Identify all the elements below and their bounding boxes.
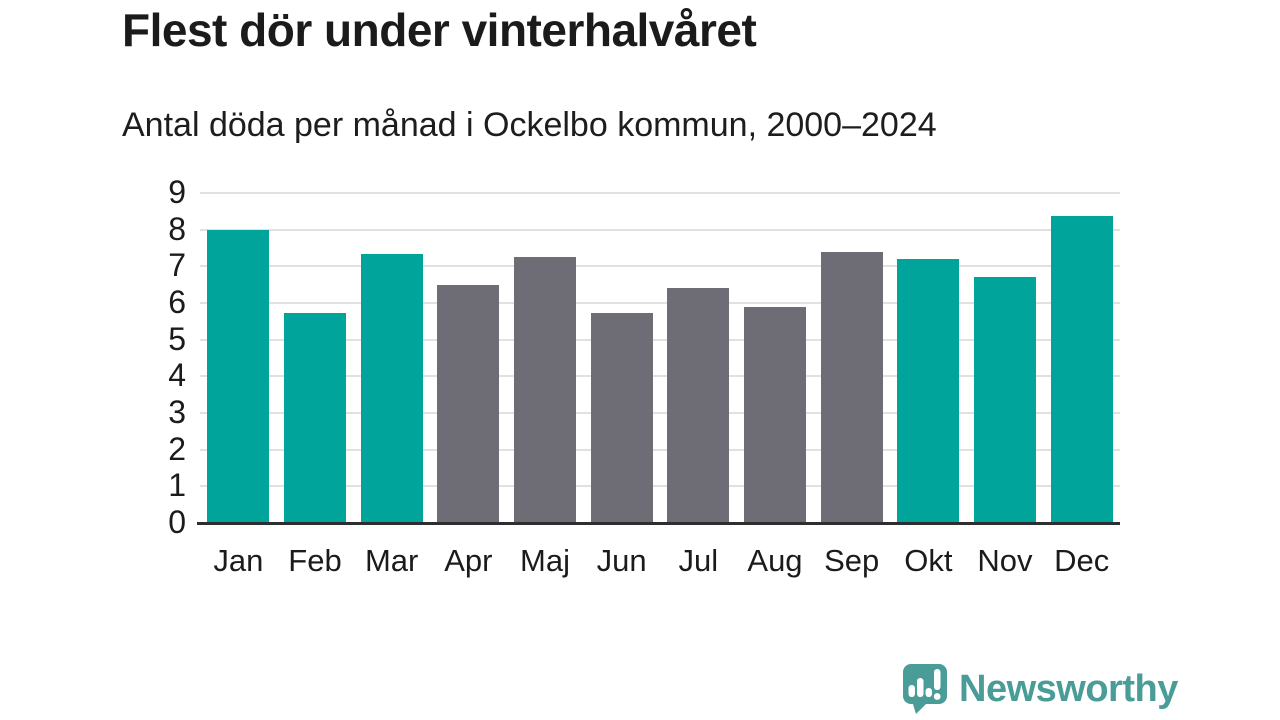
x-tick-label-dec: Dec — [1054, 543, 1110, 578]
chart-subtitle: Antal döda per månad i Ockelbo kommun, 2… — [122, 106, 937, 144]
y-tick-label-3: 3 — [168, 393, 186, 430]
gridline-8 — [200, 228, 1120, 231]
y-tick-label-2: 2 — [168, 430, 186, 467]
gridline-9 — [200, 192, 1120, 194]
bar-apr — [437, 284, 500, 523]
bar-jul — [667, 287, 730, 523]
bar-jun — [590, 312, 653, 523]
gridline-1 — [200, 485, 1120, 488]
bar-dec — [1050, 216, 1113, 523]
y-tick-label-0: 0 — [168, 503, 186, 540]
x-tick-label-mar: Mar — [364, 543, 419, 578]
x-axis: Jan Feb Mar Apr Maj Jun Jul Aug Sep Okt Nov Dec — [200, 539, 1120, 583]
x-tick-label-jun: Jun — [596, 543, 647, 578]
x-tick-label-apr: Apr — [444, 543, 493, 578]
bar-jan — [207, 230, 270, 523]
bar-nov — [974, 276, 1036, 523]
gridline-5 — [200, 338, 1120, 341]
chart-title: Flest dör under vinterhalvåret — [122, 4, 757, 56]
bar-aug — [744, 307, 806, 523]
newsworthy-logo: Newsworthy — [902, 663, 1178, 715]
y-tick-label-8: 8 — [168, 210, 186, 247]
x-tick-label-okt: Okt — [904, 543, 953, 578]
bar-feb — [284, 312, 346, 523]
plot-area — [197, 192, 1120, 525]
bar-okt — [897, 258, 960, 523]
bar-mar — [360, 254, 423, 523]
bar-maj — [514, 257, 576, 523]
gridline-7 — [200, 265, 1120, 268]
y-tick-label-7: 7 — [168, 247, 186, 284]
y-tick-label-1: 1 — [168, 467, 186, 504]
gridline-2 — [200, 448, 1120, 451]
bar-sep — [820, 252, 883, 523]
newsworthy-logo-text: Newsworthy — [959, 667, 1178, 710]
x-tick-label-jul: Jul — [678, 543, 719, 578]
x-tick-label-jan: Jan — [213, 543, 264, 578]
gridline-4 — [200, 375, 1120, 378]
x-tick-label-aug: Aug — [747, 543, 803, 578]
gridline-6 — [200, 302, 1120, 304]
gridline-3 — [200, 412, 1120, 414]
x-tick-label-nov: Nov — [977, 543, 1033, 578]
y-tick-label-9: 9 — [168, 173, 186, 210]
y-tick-label-5: 5 — [168, 320, 186, 357]
x-tick-label-sep: Sep — [824, 543, 880, 578]
y-tick-label-6: 6 — [168, 283, 186, 320]
x-tick-label-feb: Feb — [288, 543, 342, 578]
newsworthy-speech-bubble-bar-chart-icon — [903, 664, 947, 714]
x-axis-line — [197, 522, 1120, 525]
y-tick-label-4: 4 — [168, 357, 186, 394]
x-tick-label-maj: Maj — [520, 543, 570, 578]
